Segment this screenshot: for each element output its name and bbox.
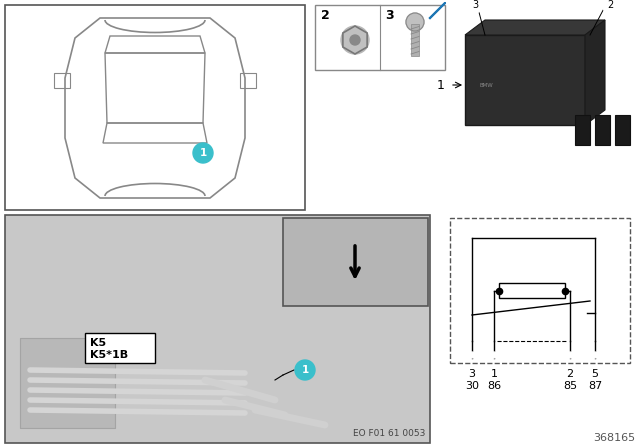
Bar <box>20 338 115 428</box>
Text: 1: 1 <box>301 365 308 375</box>
Text: 1: 1 <box>490 369 497 379</box>
Circle shape <box>295 360 315 380</box>
Circle shape <box>491 352 497 358</box>
Text: 2: 2 <box>321 9 330 22</box>
Circle shape <box>467 0 483 13</box>
Bar <box>615 115 630 145</box>
Circle shape <box>592 352 598 358</box>
Bar <box>465 35 585 125</box>
Bar <box>20 338 115 428</box>
Bar <box>575 115 590 145</box>
Bar <box>283 218 428 306</box>
Text: 3: 3 <box>386 9 394 22</box>
Text: 1: 1 <box>437 78 445 91</box>
Circle shape <box>469 352 475 358</box>
Bar <box>499 283 565 298</box>
Circle shape <box>193 143 213 163</box>
Text: 87: 87 <box>588 381 602 391</box>
Text: 86: 86 <box>487 381 501 391</box>
Text: 2: 2 <box>566 369 573 379</box>
Bar <box>5 215 430 443</box>
Circle shape <box>350 35 360 45</box>
Text: 5: 5 <box>591 369 598 379</box>
Circle shape <box>602 0 618 13</box>
Circle shape <box>406 13 424 31</box>
Circle shape <box>567 352 573 358</box>
Text: BMW: BMW <box>480 82 493 87</box>
Bar <box>595 115 610 145</box>
Text: 1: 1 <box>200 148 207 158</box>
Bar <box>411 24 419 56</box>
Text: 368165: 368165 <box>593 433 635 443</box>
Text: 30: 30 <box>465 381 479 391</box>
Bar <box>450 218 630 363</box>
Polygon shape <box>465 20 605 35</box>
Text: K5: K5 <box>90 338 106 348</box>
Polygon shape <box>343 26 367 54</box>
Bar <box>315 5 445 70</box>
Bar <box>85 333 155 363</box>
Text: 3: 3 <box>468 369 476 379</box>
Text: K5*1B: K5*1B <box>90 350 128 360</box>
Polygon shape <box>585 20 605 125</box>
Bar <box>5 5 305 210</box>
Text: 3: 3 <box>472 0 478 10</box>
Text: 85: 85 <box>563 381 577 391</box>
Text: 2: 2 <box>607 0 613 10</box>
Text: EO F01 61 0053: EO F01 61 0053 <box>353 429 425 438</box>
Circle shape <box>341 26 369 54</box>
